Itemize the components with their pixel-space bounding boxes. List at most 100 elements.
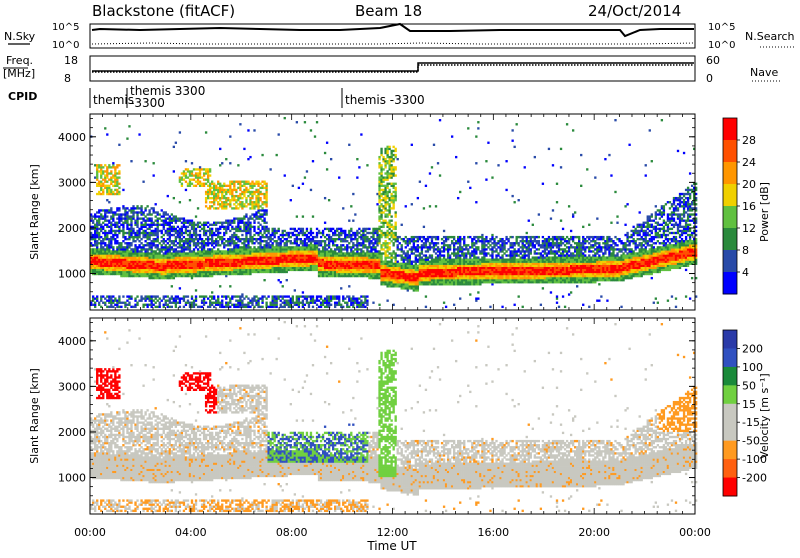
power-cell [157,224,159,226]
power-cell [340,240,342,242]
power-cell [227,199,229,201]
power-cell [286,250,288,252]
power-cell [104,248,106,250]
power-cell [274,263,276,265]
power-cell [395,213,397,215]
power-cell [189,269,191,271]
power-cell [382,156,384,158]
power-cell [175,297,177,299]
power-cell [209,269,211,271]
power-cell [227,273,229,275]
power-cell [366,164,368,166]
power-cell [120,258,122,260]
power-cell [314,244,316,246]
power-cell [382,232,384,234]
power-cell [233,234,235,236]
power-cell [354,269,356,271]
power-cell [98,261,100,263]
power-cell [173,170,175,172]
power-cell [348,306,350,308]
power-cell [300,258,302,260]
power-cell [265,189,267,191]
power-cell [134,306,136,308]
power-cell [393,203,395,205]
power-cell [358,271,360,273]
power-cell [94,232,96,234]
power-cell [314,242,316,244]
power-cell [106,181,108,183]
power-cell [169,267,171,269]
power-cell [384,283,386,285]
power-cell [253,129,255,131]
power-cell [354,300,356,302]
power-cell [219,185,221,187]
power-cell [338,269,340,271]
power-cell [374,256,376,258]
power-cell [140,273,142,275]
power-cell [136,217,138,219]
power-cell [393,269,395,271]
power-cell [316,261,318,263]
power-cell [393,234,395,236]
power-cell [296,265,298,267]
power-cell [257,207,259,209]
power-cell [199,168,201,170]
power-cell [237,258,239,260]
power-cell [124,256,126,258]
power-cell [308,246,310,248]
power-cell [253,207,255,209]
power-cell [261,261,263,263]
power-cell [378,199,380,201]
power-cell [108,230,110,232]
power-cell [265,185,267,187]
power-cell [132,213,134,215]
power-cell [229,271,231,273]
power-cell [364,269,366,271]
power-cell [195,185,197,187]
power-cell [165,252,167,254]
power-cell [142,275,144,277]
power-cell [393,228,395,230]
power-cell [110,302,112,304]
power-cell [223,254,225,256]
power-cell [409,283,411,285]
power-cell [276,269,278,271]
power-cell [286,269,288,271]
power-cell [399,269,401,271]
power-cell [120,224,122,226]
power-cell [245,248,247,250]
power-cell [235,254,237,256]
power-cell [318,275,320,277]
power-cell [378,226,380,228]
power-cell [199,185,201,187]
power-cell [310,240,312,242]
power-cell [215,256,217,258]
power-cell [187,168,189,170]
power-cell [163,222,165,224]
power-cell [328,199,330,201]
power-cell [185,295,187,297]
power-cell [116,185,118,187]
power-cell [189,222,191,224]
power-cell [138,240,140,242]
power-cell [397,244,399,246]
power-cell [116,300,118,302]
power-cell [126,242,128,244]
power-cell [185,222,187,224]
power-cell [116,263,118,265]
power-cell [183,174,185,176]
power-cell [203,304,205,306]
power-cell [100,183,102,185]
power-cell [207,273,209,275]
power-cell [153,244,155,246]
power-cell [177,250,179,252]
power-cell [223,261,225,263]
power-cell [243,252,245,254]
power-cell [342,267,344,269]
power-cell [151,252,153,254]
power-cell [384,189,386,191]
power-cell [237,252,239,254]
power-cell [338,248,340,250]
power-cell [304,269,306,271]
power-cell [118,220,120,222]
